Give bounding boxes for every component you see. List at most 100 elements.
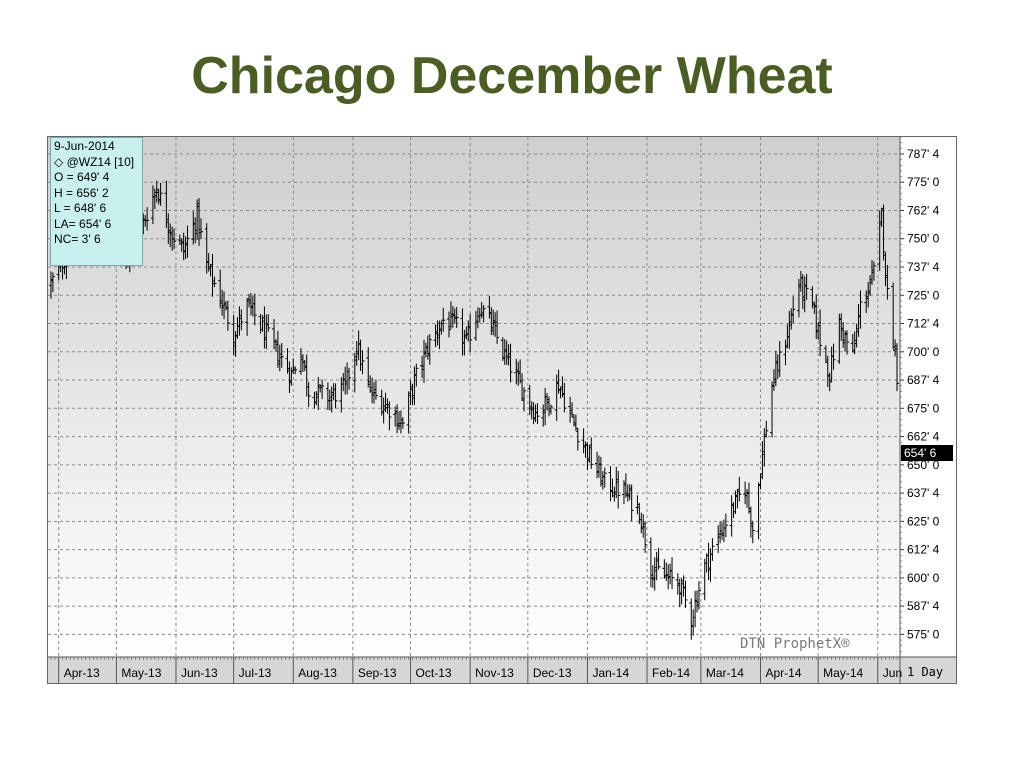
- ohlc-bar: [895, 343, 899, 392]
- ohlc-bar: [616, 470, 621, 509]
- quote-info-box: 9-Jun-2014 ◇ @WZ14 [10] O = 649' 4 H = 6…: [50, 137, 143, 266]
- y-tick-label: 737' 4: [907, 260, 940, 274]
- ohlc-bar: [158, 182, 163, 206]
- ohlc-bar: [447, 311, 452, 338]
- ohlc-bar: [602, 467, 607, 488]
- y-tick-label: 675' 0: [907, 401, 940, 415]
- ohlc-bar: [414, 363, 419, 387]
- y-tick-label: 587' 4: [907, 599, 940, 613]
- x-tick-label: Sep-13: [358, 666, 397, 680]
- ohlc-bar: [683, 580, 688, 608]
- ohlc-bar: [710, 538, 715, 561]
- ohlc-bar: [804, 273, 809, 300]
- ohlc-bar: [791, 296, 796, 323]
- x-axis-area: [48, 657, 956, 683]
- y-tick-label: 700' 0: [907, 345, 940, 359]
- ohlc-bar: [441, 307, 446, 332]
- ohlc-bar: [225, 300, 230, 331]
- ohlc-bar: [562, 382, 567, 413]
- ohlc-bar: [239, 309, 244, 331]
- y-tick-label: 750' 0: [907, 232, 940, 246]
- ohlc-bar: [629, 484, 634, 522]
- ohlc-bar: [266, 314, 271, 332]
- x-tick-label: May-13: [121, 666, 161, 680]
- y-tick-label: 762' 4: [907, 203, 940, 217]
- y-tick-label: 787' 4: [907, 147, 940, 161]
- info-date: 9-Jun-2014: [54, 139, 115, 153]
- ohlc-bar: [50, 272, 55, 292]
- x-tick-label: Mar-14: [706, 666, 744, 680]
- x-tick-label: May-14: [823, 666, 863, 680]
- ohlc-bar: [643, 521, 648, 553]
- ohlc-bar: [696, 581, 701, 610]
- ohlc-bar: [777, 341, 782, 377]
- ohlc-bar: [858, 290, 863, 329]
- ohlc-bar: [360, 350, 365, 375]
- ohlc-bar: [737, 476, 742, 502]
- y-tick-label: 775' 0: [907, 175, 940, 189]
- info-symbol: @WZ14 [10]: [66, 154, 135, 169]
- x-tick-label: Nov-13: [475, 666, 514, 680]
- ohlc-bar: [333, 383, 338, 409]
- info-high: H = 656' 2: [54, 185, 109, 200]
- ohlc-bar: [468, 314, 473, 353]
- ohlc-bar: [845, 330, 850, 355]
- ohlc-bar: [656, 547, 661, 570]
- ohlc-bar: [481, 305, 486, 323]
- info-last: LA= 654' 6: [54, 216, 112, 231]
- last-price-tag: 654' 6: [901, 445, 953, 461]
- ohlc-bar: [427, 334, 432, 365]
- slide-title: Chicago December Wheat: [191, 47, 833, 105]
- ohlc-bar: [495, 310, 500, 344]
- ohlc-bar: [570, 402, 575, 418]
- y-tick-label: 600' 0: [907, 571, 940, 585]
- ohlc-bar: [347, 367, 352, 390]
- plot-area: [48, 137, 900, 657]
- ohlc-bar: [252, 293, 257, 326]
- ohlc-bar: [306, 381, 311, 407]
- y-tick-label: 625' 0: [907, 514, 940, 528]
- dtn-watermark: DTN ProphetX®: [740, 636, 850, 652]
- info-low: L = 648' 6: [54, 201, 107, 215]
- y-tick-label: 575' 0: [907, 627, 940, 641]
- timeframe-label[interactable]: 1 Day: [907, 665, 944, 679]
- x-tick-label: Apr-14: [765, 666, 801, 680]
- ohlc-bar: [521, 387, 526, 412]
- ohlc-bar: [198, 218, 203, 240]
- ohlc-bar: [535, 403, 540, 424]
- ohlc-bar: [400, 417, 405, 429]
- ohlc-bar: [508, 343, 513, 383]
- ohlc-bar: [589, 437, 594, 469]
- x-tick-label: Oct-13: [416, 666, 452, 680]
- ohlc-bar: [320, 379, 325, 400]
- ohlc-bar: [881, 204, 886, 261]
- ohlc-bar: [831, 343, 836, 370]
- ohlc-bar: [548, 404, 553, 415]
- x-tick-label: Feb-14: [652, 666, 690, 680]
- x-tick-label: Dec-13: [533, 666, 572, 680]
- y-axis-ticks: 575' 0 587' 4 600' 0 612' 4 625' 0 637' 4 650'…: [900, 137, 940, 658]
- x-tick-label: Aug-13: [298, 666, 337, 680]
- info-net-change: NC= 3' 6: [54, 232, 101, 246]
- ohlc-bar: [373, 379, 378, 400]
- ohlc-bar: [723, 513, 728, 538]
- chart-svg: 575' 0 587' 4 600' 0 612' 4 625' 0 637' 4 650'…: [48, 137, 956, 683]
- y-tick-label: 612' 4: [907, 543, 940, 557]
- y-axis-area: [900, 137, 956, 657]
- ohlc-bar: [885, 265, 890, 300]
- ohlc-bar: [387, 401, 392, 431]
- ohlc-bar: [818, 309, 823, 357]
- ohlc-bar: [293, 366, 298, 375]
- ohlc-bar: [185, 225, 190, 258]
- horizontal-gridlines: [48, 153, 900, 635]
- ohlc-bar: [750, 520, 755, 544]
- x-tick-label: Jun-13: [181, 666, 218, 680]
- price-chart[interactable]: 575' 0 587' 4 600' 0 612' 4 625' 0 637' 4 650'…: [47, 136, 957, 684]
- ohlc-bar: [145, 207, 150, 231]
- y-tick-label: 662' 4: [907, 430, 940, 444]
- x-axis-ticks: Apr-13 May-13 Jun-13 Jul-13 Aug-13 Sep-13 Oct-…: [50, 657, 902, 683]
- x-tick-label: Jul-13: [239, 666, 272, 680]
- ohlc-bar: [454, 306, 459, 328]
- y-tick-label: 687' 4: [907, 373, 940, 387]
- y-tick-label: 725' 0: [907, 288, 940, 302]
